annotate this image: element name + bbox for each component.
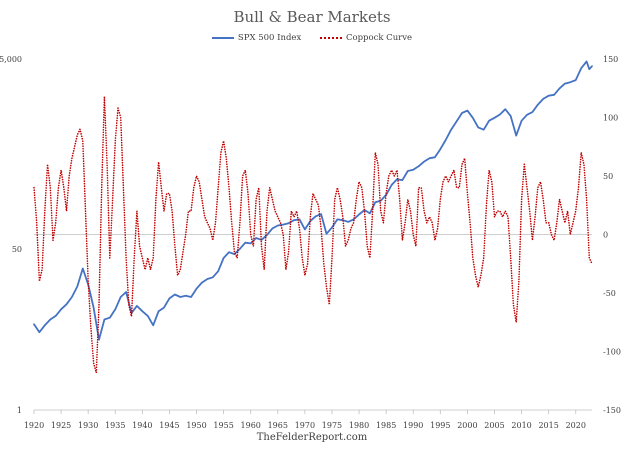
x-tick-label: 1985 xyxy=(376,421,396,430)
y-right-tick-label: 100 xyxy=(603,114,618,123)
legend-label-coppock: Coppock Curve xyxy=(345,33,413,43)
y-right-tick-label: 50 xyxy=(603,172,613,181)
x-tick-label: 1970 xyxy=(295,421,315,430)
x-tick-label: 1940 xyxy=(132,421,152,430)
chart-footer: TheFelderReport.com xyxy=(256,432,368,443)
x-tick-label: 1945 xyxy=(159,421,179,430)
y-right-tick-label: 0 xyxy=(603,231,608,240)
x-tick-label: 1975 xyxy=(322,421,342,430)
x-tick-label: 1935 xyxy=(105,421,125,430)
legend-swatch-coppock xyxy=(319,36,342,39)
y-right-tick-label: -150 xyxy=(603,406,621,415)
y-left-tick-label: 5,000 xyxy=(0,55,22,64)
x-tick-label: 2015 xyxy=(538,421,558,430)
chart-legend: SPX 500 Index Coppock Curve xyxy=(0,33,624,44)
series-line-coppock xyxy=(33,95,593,374)
x-tick-label: 2000 xyxy=(457,421,477,430)
y-right-tick-label: -100 xyxy=(603,348,621,357)
x-tick-label: 1925 xyxy=(51,421,71,430)
x-tick-label: 1920 xyxy=(24,421,44,430)
y-left-tick-label: 50 xyxy=(12,245,22,254)
legend-label-spx: SPX 500 Index xyxy=(237,33,302,43)
x-tick-label: 1955 xyxy=(213,421,233,430)
x-tick-label: 1960 xyxy=(241,421,261,430)
x-tick-label: 1965 xyxy=(268,421,288,430)
x-tick-label: 2020 xyxy=(566,421,586,430)
x-tick-label: 1990 xyxy=(403,421,423,430)
x-tick-label: 1980 xyxy=(349,421,369,430)
y-right-tick-label: 150 xyxy=(603,55,618,64)
x-tick-label: 1950 xyxy=(186,421,206,430)
y-right-tick-label: -50 xyxy=(603,289,616,298)
series-line-spx xyxy=(33,60,593,341)
x-tick-label: 2005 xyxy=(484,421,504,430)
legend-item-spx: SPX 500 Index xyxy=(211,33,302,43)
x-tick-label: 2010 xyxy=(511,421,531,430)
y-left-tick-label: 1 xyxy=(17,406,22,415)
x-tick-label: 1995 xyxy=(430,421,450,430)
chart-title: Bull & Bear Markets xyxy=(233,8,391,26)
legend-item-coppock: Coppock Curve xyxy=(319,33,413,43)
legend-swatch-spx xyxy=(211,36,234,39)
x-tick-label: 1930 xyxy=(78,421,98,430)
